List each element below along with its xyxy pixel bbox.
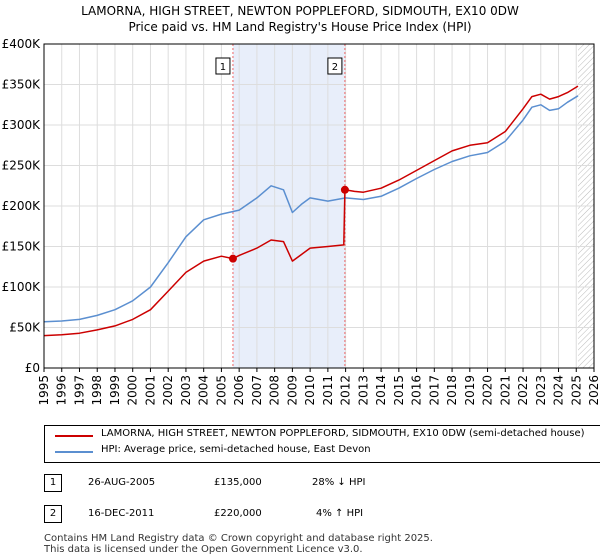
x-tick-label: 1996 xyxy=(55,375,69,406)
x-tick-label: 2009 xyxy=(285,375,299,406)
sale-number-label: 2 xyxy=(332,62,338,73)
x-tick-label: 2020 xyxy=(481,375,495,406)
annotation-date: 16-DEC-2011 xyxy=(88,508,155,519)
annotation-price: £135,000 xyxy=(214,477,262,488)
legend-swatch-property xyxy=(55,435,93,437)
x-tick-label: 2017 xyxy=(427,375,441,406)
price-chart: £0 £50K £100K £150K £200K £250K £300K £350K £400… xyxy=(2,37,600,406)
y-tick-label: £300K xyxy=(2,118,42,132)
x-tick-label: 1997 xyxy=(72,375,86,406)
x-tick-label: 2018 xyxy=(445,375,459,406)
x-tick-label: 2003 xyxy=(179,375,193,406)
x-tick-label: 2001 xyxy=(143,375,157,406)
x-tick-label: 2011 xyxy=(321,375,335,406)
x-tick-label: 2016 xyxy=(410,375,424,406)
plot-frame xyxy=(43,43,595,369)
x-tick-label: 2005 xyxy=(214,375,228,406)
hpi-series-line xyxy=(43,95,579,323)
x-tick-label: 2023 xyxy=(534,375,548,406)
x-tick-label: 2015 xyxy=(392,375,406,406)
x-tick-label: 2014 xyxy=(374,375,388,406)
sale-point xyxy=(340,185,349,194)
legend-item-property: LAMORNA, HIGH STREET, NEWTON POPPLEFORD,… xyxy=(45,428,600,444)
chart-subtitle: Price paid vs. HM Land Registry's House … xyxy=(128,20,472,34)
annotation-number-badge: 1 xyxy=(44,474,62,492)
chart-legend: LAMORNA, HIGH STREET, NEWTON POPPLEFORD,… xyxy=(44,425,600,463)
x-tick-label: 1999 xyxy=(108,375,122,406)
x-tick-label: 2019 xyxy=(463,375,477,406)
y-tick-label: £150K xyxy=(2,240,42,254)
annotation-hpi-change: 28% ↓ HPI xyxy=(312,477,366,488)
x-tick-label: 2021 xyxy=(498,375,512,406)
y-tick-label: £100K xyxy=(2,280,42,294)
chart-title: LAMORNA, HIGH STREET, NEWTON POPPLEFORD,… xyxy=(81,4,519,18)
x-tick-label: 2024 xyxy=(552,375,566,406)
legend-swatch-hpi xyxy=(55,451,93,453)
sale-number-box xyxy=(327,57,343,75)
footer-license: This data is licensed under the Open Gov… xyxy=(44,544,363,555)
x-tick-label: 2000 xyxy=(126,375,140,406)
x-tick-label: 2004 xyxy=(197,375,211,406)
footer-copyright: Contains HM Land Registry data © Crown c… xyxy=(44,533,433,544)
annotation-number-badge: 2 xyxy=(44,505,62,523)
legend-item-hpi: HPI: Average price, semi-detached house,… xyxy=(45,444,600,460)
x-tick-label: 2007 xyxy=(250,375,264,406)
y-tick-label: £0 xyxy=(25,361,40,375)
y-tick-label: £50K xyxy=(9,321,41,335)
y-tick-label: £250K xyxy=(2,159,42,173)
sale-number-label: 1 xyxy=(220,62,226,73)
x-tick-label: 2008 xyxy=(268,375,282,406)
y-tick-label: £200K xyxy=(2,199,42,213)
x-tick-label: 2026 xyxy=(587,375,600,406)
y-tick-label: £350K xyxy=(2,78,42,92)
x-tick-label: 2010 xyxy=(303,375,317,406)
annotation-date: 26-AUG-2005 xyxy=(88,477,156,488)
annotation-price: £220,000 xyxy=(214,508,262,519)
x-tick-label: 2012 xyxy=(339,375,353,406)
annotation-hpi-change: 4% ↑ HPI xyxy=(316,508,364,519)
x-tick-label: 2002 xyxy=(161,375,175,406)
sale-point xyxy=(228,254,237,263)
legend-label-property: LAMORNA, HIGH STREET, NEWTON POPPLEFORD,… xyxy=(101,428,585,439)
x-tick-label: 2013 xyxy=(356,375,370,406)
x-tick-label: 1998 xyxy=(90,375,104,406)
legend-label-hpi: HPI: Average price, semi-detached house,… xyxy=(101,444,371,455)
x-tick-label: 2006 xyxy=(232,375,246,406)
y-tick-label: £400K xyxy=(2,37,42,51)
sale-number-box xyxy=(215,57,231,75)
x-tick-label: 2022 xyxy=(516,375,530,406)
property-series-line xyxy=(43,85,579,337)
x-tick-label: 2025 xyxy=(569,375,583,406)
x-tick-label: 1995 xyxy=(37,375,51,406)
